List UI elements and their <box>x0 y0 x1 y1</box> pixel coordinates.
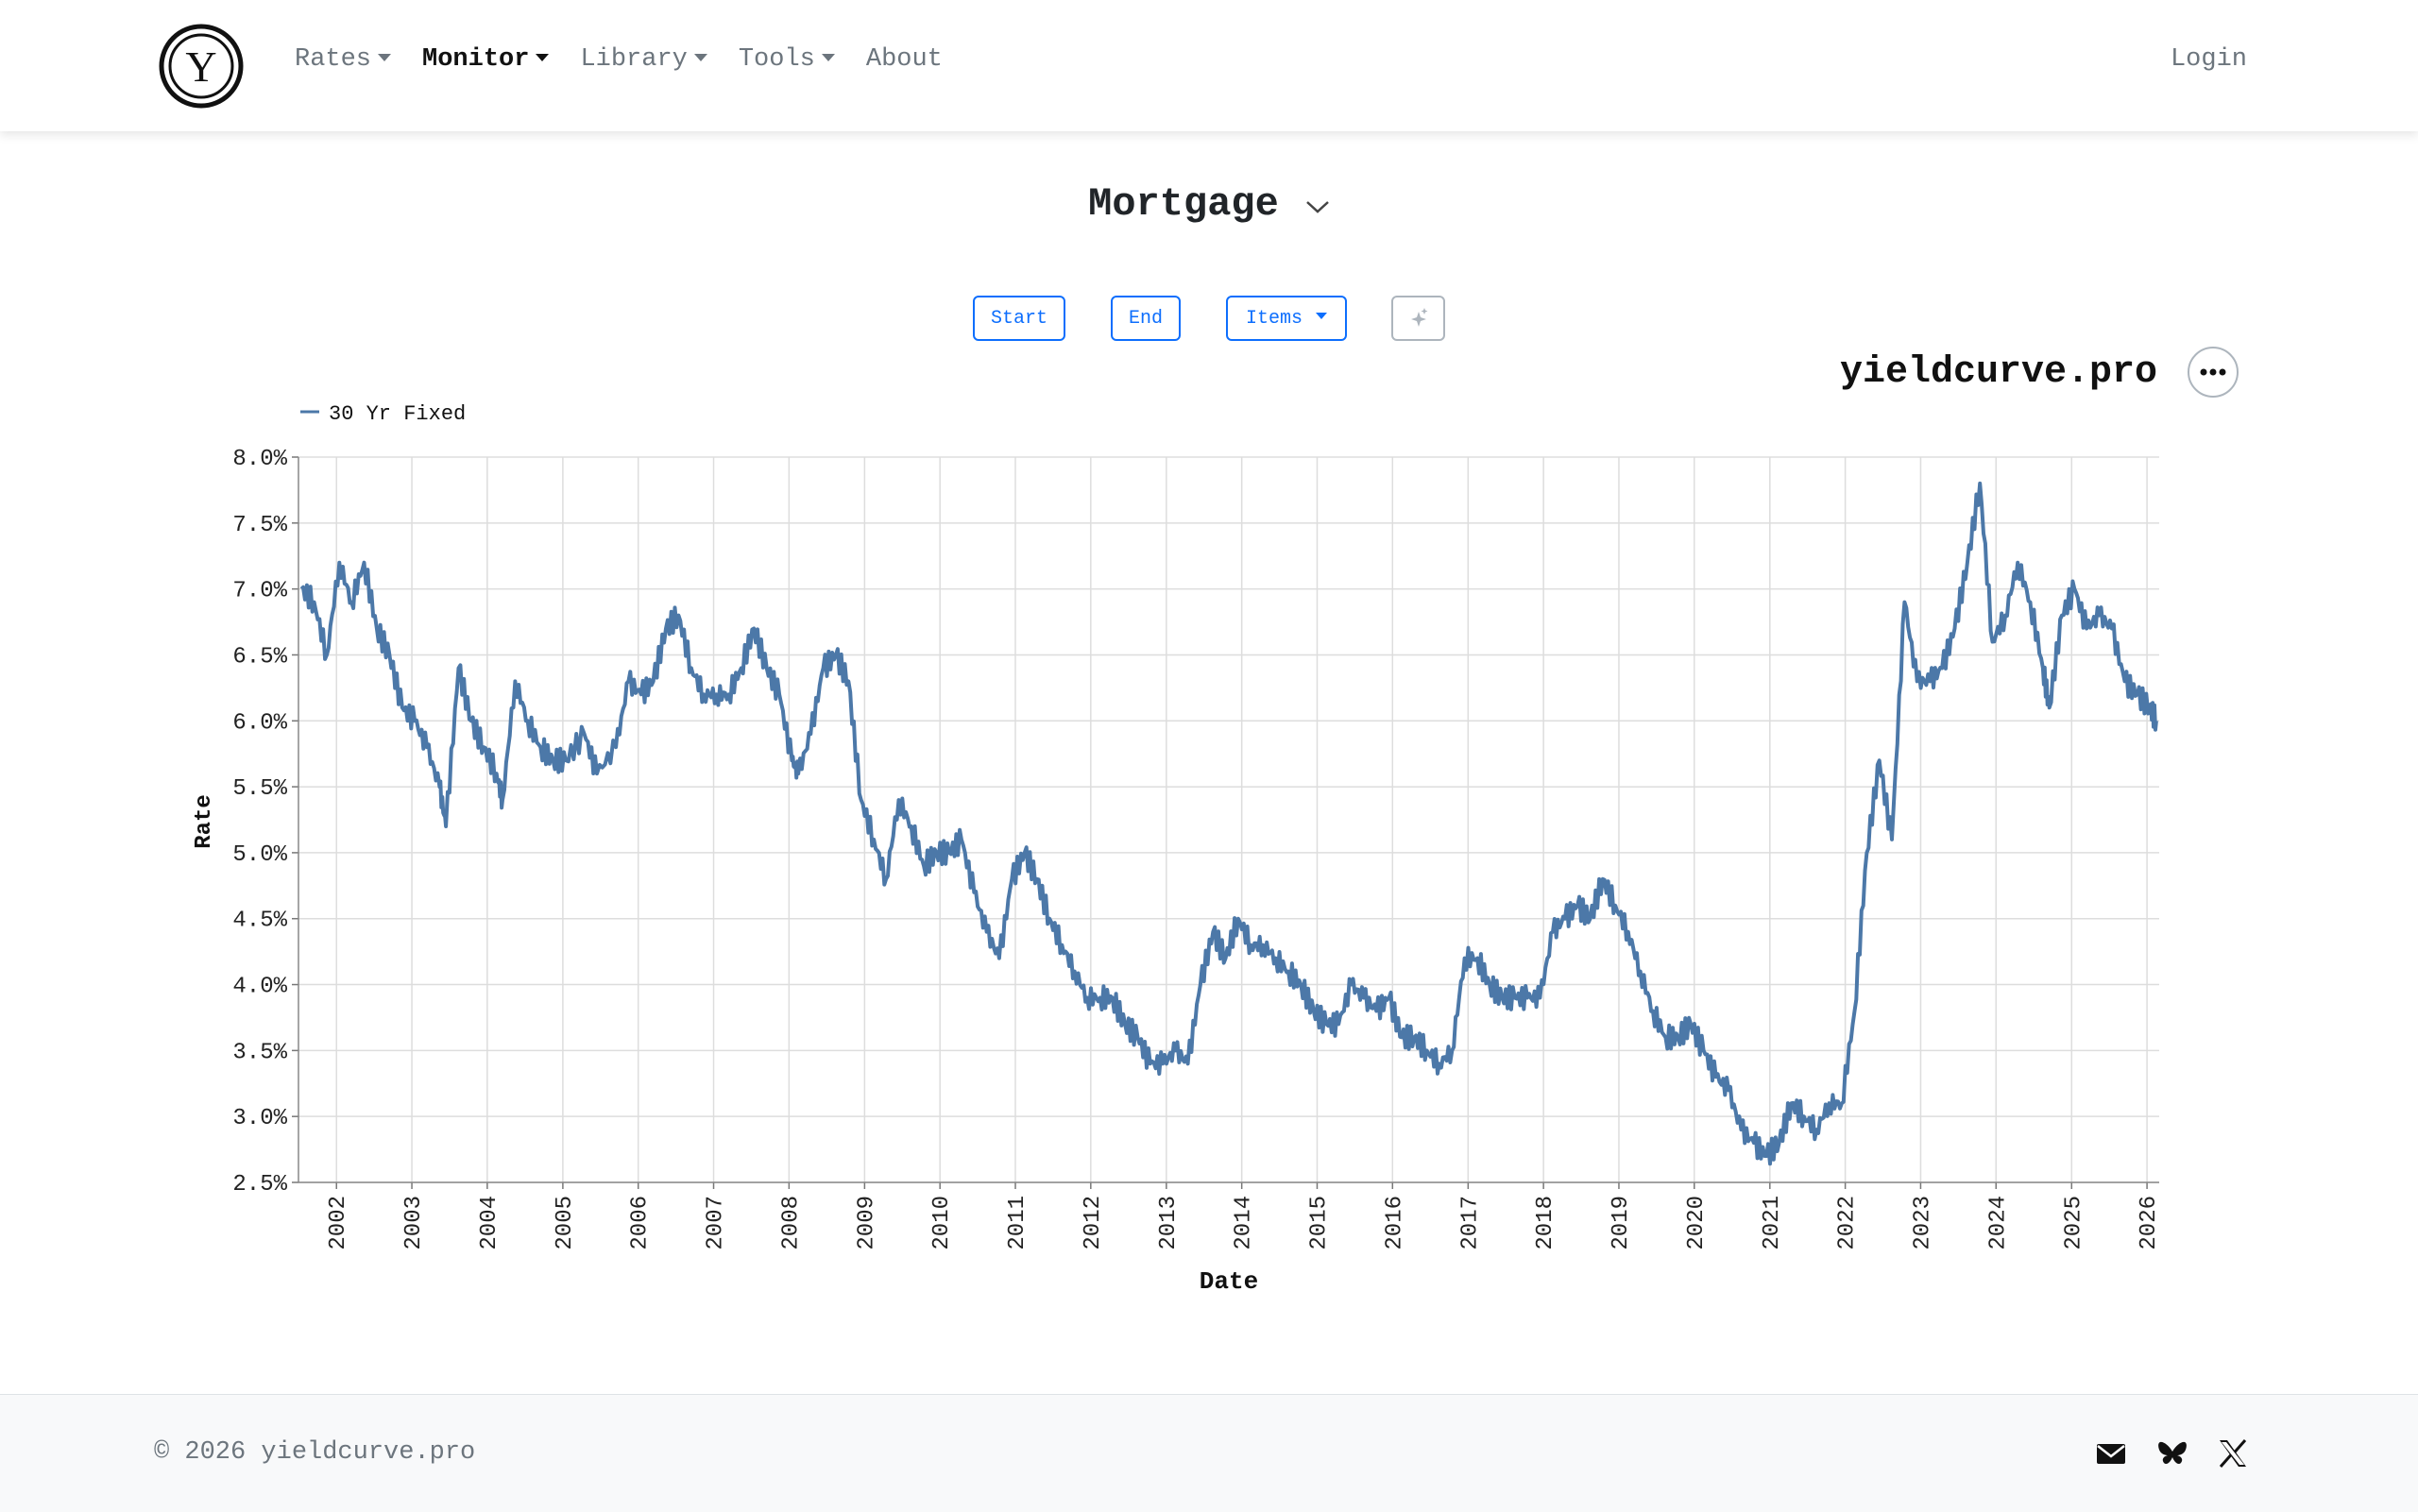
caret-down-icon <box>1316 312 1327 319</box>
x-tick-label: 2016 <box>1382 1196 1407 1250</box>
x-twitter-link[interactable] <box>2216 1436 2250 1470</box>
x-tick-label: 2020 <box>1684 1196 1710 1250</box>
y-tick-label: 3.0% <box>232 1106 287 1131</box>
x-tick-label: 2010 <box>929 1196 955 1250</box>
x-tick-label: 2004 <box>477 1196 502 1250</box>
end-date-button[interactable]: End <box>1111 296 1181 341</box>
x-tick-label: 2006 <box>628 1196 654 1250</box>
y-tick-label: 7.5% <box>232 513 287 538</box>
series-line-30yr-fixed[interactable] <box>299 481 2158 1166</box>
nav-tools-label: Tools <box>738 45 815 74</box>
chevron-down-icon[interactable] <box>1305 199 1330 214</box>
more-dots-icon <box>2200 368 2226 376</box>
x-tick-label: 2025 <box>2061 1196 2086 1250</box>
chart-controls: Start End Items <box>0 296 2418 345</box>
nav-rates-label: Rates <box>295 45 372 74</box>
caret-down-icon <box>821 54 835 61</box>
nav-about[interactable]: About <box>866 45 943 74</box>
login-link[interactable]: Login <box>2170 45 2247 74</box>
items-dropdown-button[interactable]: Items <box>1226 296 1347 341</box>
y-tick-label: 4.5% <box>232 909 287 934</box>
x-tick-label: 2014 <box>1232 1196 1257 1250</box>
x-tick-label: 2009 <box>854 1196 879 1250</box>
copyright-text: © 2026 yieldcurve.pro <box>154 1438 476 1467</box>
x-tick-label: 2015 <box>1306 1196 1332 1250</box>
x-tick-label: 2023 <box>1910 1196 1935 1250</box>
y-tick-label: 4.0% <box>232 975 287 1000</box>
x-tick-label: 2018 <box>1533 1196 1558 1250</box>
x-tick-label: 2022 <box>1835 1196 1861 1250</box>
y-axis-title: Rate <box>192 794 217 849</box>
ai-sparkle-button[interactable] <box>1391 296 1445 341</box>
x-tick-label: 2017 <box>1457 1196 1483 1250</box>
nav-about-label: About <box>865 45 943 74</box>
footer: © 2026 yieldcurve.pro <box>0 1394 2418 1512</box>
sparkle-icon <box>1410 308 1427 327</box>
items-label: Items <box>1245 307 1303 330</box>
x-tick-label: 2003 <box>401 1196 427 1250</box>
x-tick-label: 2019 <box>1609 1196 1634 1250</box>
chart-options-button[interactable] <box>2188 347 2239 398</box>
chart-legend: 30 Yr Fixed <box>300 402 466 426</box>
mortgage-rate-chart: 2.5% 3.0% 3.5% 4.0% 4.5% 5.0% 5.5% 6.0% 6.5% 7.0%… <box>192 402 2162 1296</box>
caret-down-icon <box>378 54 392 61</box>
y-tick-label: 6.0% <box>232 710 287 736</box>
caret-down-icon <box>536 54 550 61</box>
nav-library[interactable]: Library <box>580 45 707 74</box>
x-tick-label: 2024 <box>1985 1196 2011 1250</box>
chart-gridlines <box>298 456 2159 1183</box>
y-tick-label: 6.5% <box>232 644 287 670</box>
x-tick-label: 2026 <box>2137 1196 2162 1250</box>
x-tick-label: 2007 <box>704 1196 729 1250</box>
main-nav: Rates Monitor Library Tools About <box>295 45 974 74</box>
page-title-row: Mortgage <box>0 181 2418 227</box>
legend-label: 30 Yr Fixed <box>329 402 466 426</box>
start-date-label: Start <box>990 307 1047 330</box>
x-tick-label: 2008 <box>778 1196 804 1250</box>
x-tick-label: 2002 <box>326 1196 351 1250</box>
nav-tools[interactable]: Tools <box>739 45 835 74</box>
y-tick-label: 8.0% <box>232 447 287 472</box>
y-tick-label: 7.0% <box>232 579 287 604</box>
nav-library-label: Library <box>580 45 688 74</box>
navbar: Y Rates Monitor Library Tools About Logi… <box>0 0 2418 131</box>
y-tick-label: 5.5% <box>232 776 287 802</box>
start-date-button[interactable]: Start <box>973 296 1065 341</box>
nav-rates[interactable]: Rates <box>295 45 392 74</box>
nav-monitor[interactable]: Monitor <box>422 45 550 74</box>
chart-brand-watermark: yieldcurve.pro <box>1840 351 2158 394</box>
page-title[interactable]: Mortgage <box>1088 181 1279 227</box>
x-tick-label: 2021 <box>1760 1196 1785 1250</box>
x-tick-label: 2005 <box>553 1196 578 1250</box>
caret-down-icon <box>693 54 707 61</box>
logo-letter: Y <box>185 42 216 91</box>
x-icon <box>2219 1439 2247 1468</box>
email-link[interactable] <box>2094 1436 2128 1470</box>
x-tick-label: 2012 <box>1081 1196 1106 1250</box>
y-tick-label: 5.0% <box>232 842 287 868</box>
end-date-label: End <box>1128 307 1163 330</box>
y-tick-label: 3.5% <box>232 1040 287 1065</box>
logo-icon[interactable]: Y <box>159 24 244 109</box>
envelope-icon <box>2097 1444 2125 1464</box>
x-tick-label: 2011 <box>1005 1196 1030 1250</box>
nav-monitor-label: Monitor <box>422 45 530 74</box>
x-axis-title: Date <box>1200 1267 1258 1296</box>
chart-axes: 2.5% 3.0% 3.5% 4.0% 4.5% 5.0% 5.5% 6.0% 6.5% 7.0%… <box>232 447 2162 1250</box>
x-tick-label: 2013 <box>1156 1196 1182 1250</box>
bluesky-icon <box>2158 1441 2187 1465</box>
bluesky-link[interactable] <box>2155 1436 2189 1470</box>
y-tick-label: 2.5% <box>232 1172 287 1198</box>
